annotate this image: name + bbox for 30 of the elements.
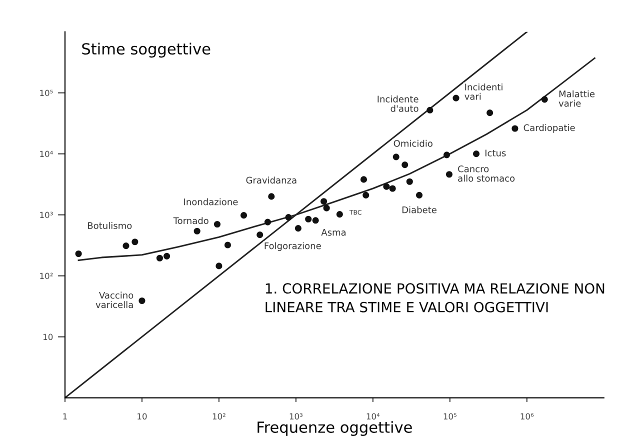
x-axis-title: Frequenze oggettive (258, 421, 412, 436)
x-tick-label: 10⁵ (444, 413, 456, 420)
x-tick-label: 10⁶ (520, 413, 534, 420)
annotation: Asma (321, 229, 346, 236)
annotation: Malattie varie (558, 90, 595, 107)
annotation: Botulismo (88, 222, 132, 230)
annotation: Gravidanza (246, 176, 296, 184)
y-tick-label: 10² (40, 272, 53, 280)
annotation: Cardiopatie (524, 124, 575, 133)
annotation: Vaccino varicella (96, 292, 134, 308)
x-tick-label: 1 (63, 413, 67, 420)
annotation: Incidenti vari (464, 83, 502, 100)
x-tick-label: 10 (138, 413, 147, 420)
annotation: Diabete (402, 206, 436, 214)
annotation: Inondazione (184, 198, 238, 206)
y-tick-label: 10⁵ (40, 90, 53, 96)
annotation: Incidente d'auto (378, 96, 418, 112)
annotation: 1. CORRELAZIONE POSITIVA MA RELAZIONE NON LINEARE TRA STIME E VALORI OGGETTIVI (266, 283, 604, 312)
y-axis-title: Stime soggettive (82, 42, 210, 58)
y-tick-label: 10³ (40, 212, 53, 218)
y-tick-label: 10 (44, 334, 53, 340)
annotation: Tornado (173, 217, 208, 224)
annotation: Folgorazione (264, 242, 321, 251)
annotation: Cancro allo stomaco (458, 165, 515, 182)
x-tick-label: 10³ (290, 413, 302, 420)
x-tick-label: 10² (212, 413, 226, 420)
annotation: Omicidio (394, 140, 432, 147)
x-tick-label: 10⁴ (366, 413, 380, 420)
annotation: Ictus (485, 150, 506, 156)
y-tick-label: 10⁴ (40, 150, 53, 158)
